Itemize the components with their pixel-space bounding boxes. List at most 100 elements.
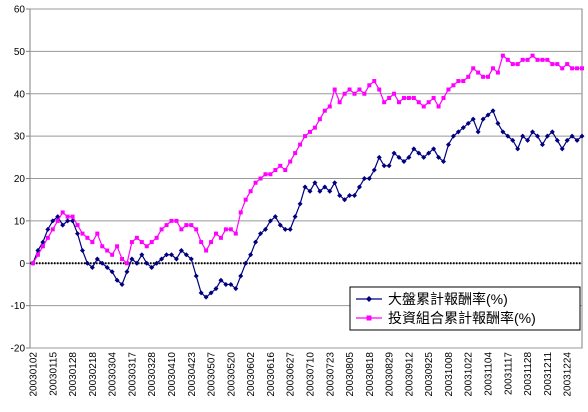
data-point xyxy=(179,227,184,232)
data-point xyxy=(114,277,120,283)
data-point xyxy=(392,91,397,96)
data-point xyxy=(199,240,204,245)
data-point xyxy=(450,133,456,139)
data-point xyxy=(263,172,268,177)
data-point xyxy=(386,163,392,169)
x-tick-label: 20030328 xyxy=(147,352,158,397)
data-point xyxy=(238,273,244,279)
y-tick-label: 30 xyxy=(14,132,26,143)
data-point xyxy=(544,133,550,139)
data-point xyxy=(283,168,288,173)
data-point xyxy=(347,192,353,198)
data-point xyxy=(303,134,308,139)
data-point xyxy=(40,244,45,249)
data-point xyxy=(545,57,550,62)
legend-label: 大盤累計報酬率(%) xyxy=(388,291,508,307)
data-point xyxy=(31,261,35,266)
data-point xyxy=(90,240,95,245)
data-point xyxy=(173,256,179,262)
legend-marker xyxy=(366,296,372,302)
data-point xyxy=(480,116,486,122)
data-point xyxy=(555,62,560,67)
data-point xyxy=(233,231,238,236)
data-point xyxy=(500,129,506,135)
data-point xyxy=(288,159,293,164)
data-point xyxy=(188,256,194,262)
data-point xyxy=(476,70,481,75)
data-point xyxy=(510,62,515,67)
data-point xyxy=(75,223,80,228)
data-point xyxy=(332,87,337,92)
legend-marker xyxy=(366,315,372,321)
x-tick-label: 20030317 xyxy=(127,352,138,397)
data-point xyxy=(356,184,362,190)
data-point xyxy=(223,227,228,232)
data-point xyxy=(75,231,81,237)
data-point xyxy=(45,226,51,232)
x-tick-label: 20031224 xyxy=(563,352,574,397)
data-point xyxy=(50,227,55,232)
data-point xyxy=(406,154,412,160)
x-tick-label: 20030723 xyxy=(325,352,336,397)
data-point xyxy=(273,168,278,173)
data-point xyxy=(337,192,343,198)
data-point xyxy=(198,290,204,296)
data-point xyxy=(120,257,125,262)
data-point xyxy=(421,154,427,160)
data-point xyxy=(357,87,362,92)
data-point xyxy=(89,264,95,270)
data-point xyxy=(441,159,447,165)
data-point xyxy=(159,256,165,262)
x-tick-label: 20031128 xyxy=(523,352,534,396)
data-point xyxy=(520,57,525,62)
data-point xyxy=(203,294,209,300)
data-point xyxy=(258,231,264,237)
data-point xyxy=(411,95,416,100)
data-point xyxy=(253,239,259,245)
data-point xyxy=(109,269,115,275)
data-point xyxy=(268,172,273,177)
data-point xyxy=(352,91,357,96)
data-point xyxy=(445,142,451,148)
data-point xyxy=(149,240,154,245)
data-point xyxy=(238,210,243,215)
data-point xyxy=(105,248,110,253)
data-point xyxy=(65,218,71,224)
data-point xyxy=(456,79,461,84)
x-tick-label: 20030410 xyxy=(167,352,178,397)
data-point xyxy=(60,210,65,215)
data-point xyxy=(84,260,90,266)
y-tick-label: 0 xyxy=(19,259,25,270)
data-point xyxy=(322,184,328,190)
data-point xyxy=(214,231,218,236)
data-point xyxy=(510,137,516,143)
x-tick-label: 20030925 xyxy=(424,352,435,397)
data-point xyxy=(371,167,377,173)
data-point xyxy=(337,100,342,105)
data-point xyxy=(144,260,150,266)
data-point xyxy=(258,176,263,181)
data-point xyxy=(515,62,520,67)
data-point xyxy=(332,180,338,186)
data-point xyxy=(569,133,575,139)
data-point xyxy=(397,100,401,105)
x-tick-label: 20031008 xyxy=(444,352,455,397)
data-point xyxy=(115,244,120,249)
data-point xyxy=(565,62,570,67)
data-point xyxy=(471,66,476,71)
data-point xyxy=(272,214,278,220)
data-point xyxy=(100,244,105,249)
data-point xyxy=(466,74,471,79)
data-point xyxy=(243,260,249,266)
data-point xyxy=(193,273,199,279)
data-point xyxy=(377,87,382,92)
data-point xyxy=(575,66,580,71)
data-point xyxy=(539,142,545,148)
data-point xyxy=(134,235,139,240)
y-tick-label: 10 xyxy=(14,216,26,227)
data-point xyxy=(525,57,530,62)
data-point xyxy=(169,218,174,223)
data-point xyxy=(461,79,466,84)
data-point xyxy=(154,260,160,266)
y-tick-label: -10 xyxy=(11,301,26,312)
